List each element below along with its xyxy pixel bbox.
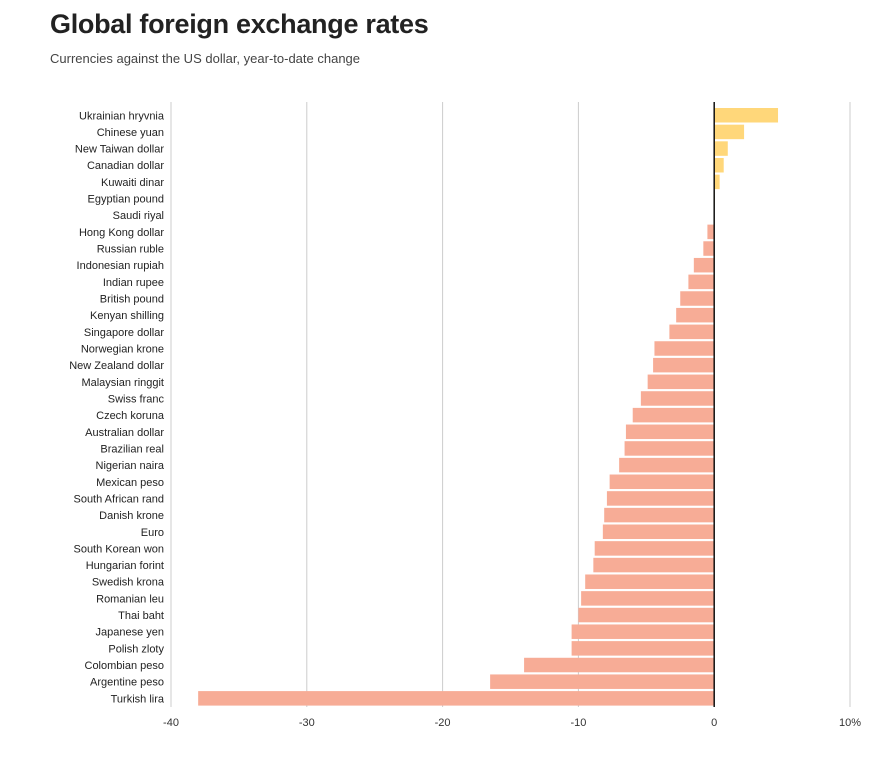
category-label: Chinese yuan	[97, 127, 164, 139]
category-label: Argentine peso	[90, 677, 164, 689]
bar	[654, 341, 715, 356]
category-label: Brazilian real	[100, 443, 164, 455]
category-label: New Taiwan dollar	[75, 144, 164, 156]
category-label: South African rand	[73, 493, 164, 505]
bar	[585, 574, 715, 589]
category-label: Nigerian naira	[96, 460, 165, 472]
category-label: Danish krone	[99, 510, 164, 522]
category-label: Kuwaiti dinar	[101, 177, 164, 189]
bar	[594, 541, 715, 556]
bar	[571, 641, 715, 656]
bar	[714, 108, 779, 123]
x-tick-label: -30	[299, 717, 315, 729]
bar	[714, 141, 728, 156]
category-label: Romanian leu	[96, 593, 164, 605]
bar	[571, 624, 715, 639]
bar	[714, 124, 745, 140]
chart-subtitle: Currencies against the US dollar, year-t…	[50, 51, 361, 66]
x-axis-ticks: -40 -30 -20 -10 0 10%	[163, 717, 861, 729]
x-tick-label: -40	[163, 717, 179, 729]
bar	[578, 607, 715, 623]
bar	[632, 407, 715, 423]
category-labels: Ukrainian hryvnia Chinese yuan New Taiwan …	[69, 110, 165, 705]
bar	[619, 457, 715, 473]
category-label: Thai baht	[118, 610, 164, 622]
category-label: South Korean won	[73, 543, 164, 555]
category-label: Saudi riyal	[113, 210, 164, 222]
bar	[669, 324, 715, 340]
category-label: Swedish krona	[92, 577, 165, 589]
bars	[198, 108, 779, 706]
bar	[604, 507, 715, 523]
category-label: Egyptian pound	[88, 194, 164, 206]
bar	[714, 157, 724, 173]
bar	[524, 657, 715, 673]
category-label: Russian ruble	[97, 244, 164, 256]
chart-title: Global foreign exchange rates	[50, 9, 429, 39]
bar	[707, 224, 715, 240]
category-label: Swiss franc	[108, 393, 165, 405]
bar	[714, 174, 720, 190]
category-label: Singapore dollar	[84, 327, 164, 339]
category-label: Malaysian ringgit	[81, 377, 164, 389]
bar	[693, 257, 715, 273]
category-label: Kenyan shilling	[90, 310, 164, 322]
bar	[703, 241, 715, 256]
bar	[647, 374, 715, 390]
x-tick-label: -20	[435, 717, 451, 729]
bar	[624, 441, 715, 456]
bar	[676, 307, 715, 323]
bar	[602, 524, 715, 539]
bar	[609, 474, 715, 490]
category-label: Canadian dollar	[87, 160, 164, 172]
bar	[653, 357, 715, 373]
category-label: Indonesian rupiah	[77, 260, 164, 272]
x-tick-label: 0	[711, 717, 717, 729]
x-tick-label: -10	[570, 717, 586, 729]
bar	[490, 674, 715, 689]
category-label: Norwegian krone	[81, 343, 164, 355]
bar	[625, 424, 715, 440]
bar	[640, 391, 715, 406]
category-label: Hungarian forint	[86, 560, 164, 572]
category-label: Polish zloty	[108, 643, 164, 655]
category-label: New Zealand dollar	[69, 360, 164, 372]
category-label: Australian dollar	[85, 427, 164, 439]
bar	[198, 691, 715, 706]
category-label: Euro	[141, 527, 164, 539]
category-label: Ukrainian hryvnia	[79, 110, 165, 122]
bar	[680, 291, 715, 306]
bar	[606, 491, 715, 506]
bar	[581, 591, 715, 606]
category-label: Japanese yen	[96, 627, 165, 639]
category-label: Hong Kong dollar	[79, 227, 164, 239]
category-label: Turkish lira	[111, 693, 165, 705]
bar	[688, 274, 715, 290]
category-label: Mexican peso	[96, 477, 164, 489]
category-label: Colombian peso	[85, 660, 165, 672]
category-label: British pound	[100, 294, 164, 306]
gridlines	[170, 102, 851, 707]
category-label: Czech koruna	[96, 410, 165, 422]
category-label: Indian rupee	[103, 277, 164, 289]
x-tick-label: 10%	[839, 717, 861, 729]
bar	[593, 557, 715, 573]
